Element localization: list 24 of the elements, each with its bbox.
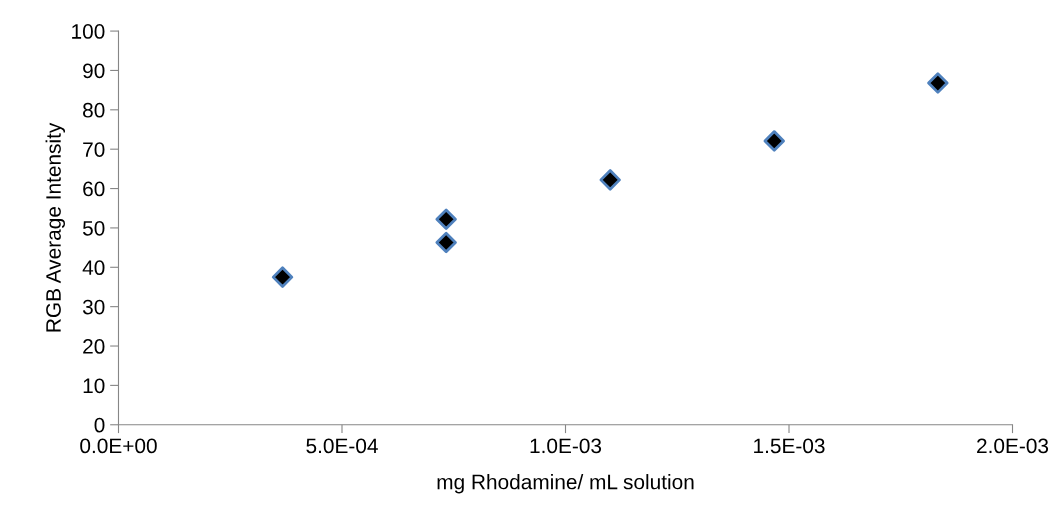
point [435, 208, 457, 230]
x-tick-label: 1.0E-03 [530, 438, 602, 454]
y-tick-label: 90 [83, 63, 105, 79]
x-tick-label: 2.0E-03 [977, 438, 1049, 454]
x-axis-title: mg Rhodamine/ mL solution [437, 474, 694, 494]
y-tick-label: 80 [83, 102, 105, 118]
point [763, 130, 785, 152]
y-tick-label: 30 [82, 299, 105, 315]
y-tick-label: 60 [83, 181, 105, 197]
x-tick-label: 0.0E+00 [80, 438, 157, 454]
y-tick-label: 40 [82, 260, 105, 276]
y-tick-label: 50 [82, 220, 105, 236]
y-tick-label: 70 [83, 142, 105, 157]
point [599, 169, 621, 191]
y-tick-label: 0 [94, 417, 105, 433]
point [435, 231, 457, 254]
y-tick-label: 20 [83, 339, 105, 354]
x-tick-label: 5.0E-04 [306, 438, 378, 454]
y-tick-label: 10 [83, 378, 105, 394]
x-tick-label: 1.5E-03 [754, 438, 825, 454]
point [271, 266, 294, 288]
y-tick-label: 100 [72, 24, 105, 39]
y-axis-title: RGB Average Intensity [45, 122, 65, 332]
point [927, 72, 949, 94]
